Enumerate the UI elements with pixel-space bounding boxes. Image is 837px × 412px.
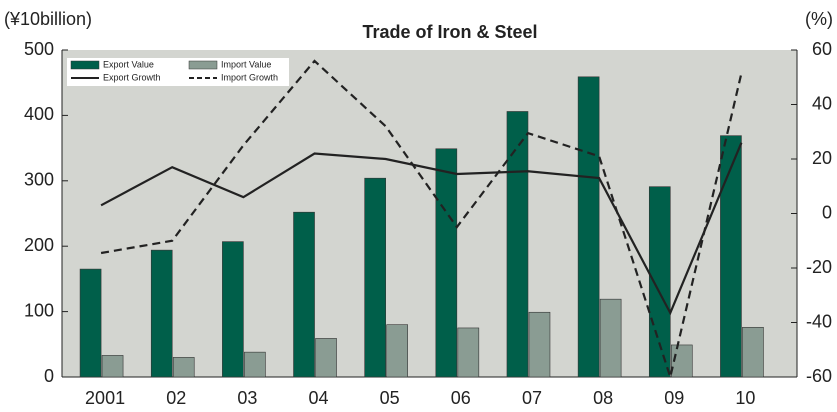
legend-label: Import Value [221, 59, 271, 69]
y-tick-label: 100 [24, 300, 54, 320]
bar [79, 268, 102, 378]
legend-label: Export Value [103, 59, 154, 69]
bar [150, 249, 173, 378]
bar [315, 338, 337, 378]
x-tick-label: 02 [166, 388, 186, 408]
y2-tick-label: -20 [806, 257, 832, 277]
y-tick-label: 400 [24, 104, 54, 124]
bar [435, 148, 458, 378]
legend-label: Import Growth [221, 72, 278, 82]
x-tick-label: 07 [522, 388, 542, 408]
bar [364, 177, 386, 378]
y2-tick-label: -60 [806, 366, 832, 386]
x-tick-label: 03 [237, 388, 257, 408]
bar [244, 351, 266, 378]
y-tick-label: 300 [24, 170, 54, 190]
y-axis-label: (¥10billion) [4, 9, 92, 29]
y-tick-label: 500 [24, 39, 54, 59]
x-tick-label: 05 [380, 388, 400, 408]
bar [577, 76, 600, 378]
line [100, 142, 743, 316]
y2-tick-label: 0 [822, 202, 832, 222]
legend-box [67, 58, 289, 86]
bar [101, 355, 124, 378]
legend-swatch [70, 60, 100, 70]
bar [293, 211, 315, 378]
legend-swatch [188, 60, 218, 70]
x-tick-label: 08 [593, 388, 613, 408]
bar [599, 298, 622, 378]
y2-tick-label: 40 [812, 93, 832, 113]
x-tick-label: 2001 [85, 388, 125, 408]
x-tick-label: 10 [735, 388, 755, 408]
line [100, 59, 743, 382]
bar [528, 311, 551, 378]
bar [172, 357, 195, 378]
y-tick-label: 200 [24, 235, 54, 255]
legend-label: Export Growth [103, 72, 161, 82]
bar [670, 344, 693, 378]
bar [457, 327, 480, 378]
x-tick-label: 04 [309, 388, 329, 408]
bar [720, 135, 742, 378]
y2-tick-label: -40 [806, 311, 832, 331]
bar [386, 324, 408, 378]
y2-axis-label: (%) [805, 9, 833, 29]
plot-area [62, 50, 797, 377]
bar [648, 186, 671, 378]
x-tick-label: 09 [664, 388, 684, 408]
y-tick-label: 0 [44, 366, 54, 386]
bar [222, 241, 244, 378]
x-tick-label: 06 [451, 388, 471, 408]
bar [742, 326, 764, 378]
y2-tick-label: 60 [812, 39, 832, 59]
chart-title: Trade of Iron & Steel [362, 22, 537, 42]
bar [506, 111, 529, 378]
y2-tick-label: 20 [812, 148, 832, 168]
